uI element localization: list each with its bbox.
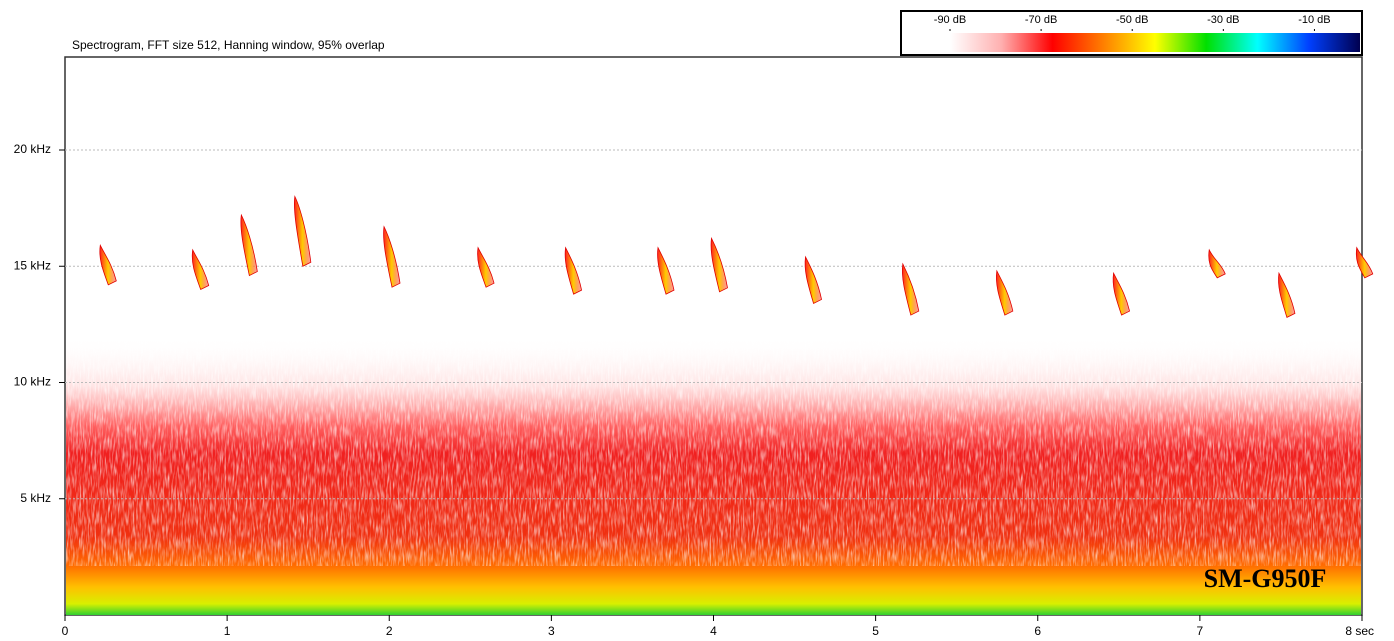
call	[191, 248, 210, 291]
x-tick-label: 7	[1197, 624, 1204, 638]
x-tick-label: 1	[224, 624, 231, 638]
x-tick-label: 2	[386, 624, 393, 638]
chart-title: Spectrogram, FFT size 512, Hanning windo…	[72, 38, 385, 52]
x-tick-label: 4	[710, 624, 717, 638]
colorbar-tick-label: -10 dB	[1298, 14, 1330, 26]
call	[657, 246, 675, 295]
y-tick-label: 10 kHz	[14, 375, 51, 389]
x-tick-label: 0	[62, 624, 69, 638]
x-tick-label: 5	[872, 624, 879, 638]
colorbar-tick-label: -70 dB	[1025, 14, 1057, 26]
y-tick-label: 20 kHz	[14, 142, 51, 156]
call	[1355, 246, 1374, 279]
call	[564, 246, 583, 295]
colorbar-tick-label: -90 dB	[934, 14, 966, 26]
call	[99, 244, 117, 286]
call	[294, 195, 312, 267]
call	[477, 246, 495, 288]
x-tick-label: 3	[548, 624, 555, 638]
y-tick-label: 15 kHz	[14, 258, 51, 272]
call	[901, 262, 920, 316]
call	[1112, 271, 1131, 316]
annotation: SM-G950F	[1204, 564, 1327, 593]
call	[996, 269, 1014, 316]
call	[240, 213, 258, 277]
noise-texture	[66, 336, 1361, 566]
x-tick-label: 6	[1034, 624, 1041, 638]
call	[383, 225, 401, 288]
y-tick-label: 5 kHz	[20, 491, 51, 505]
colorbar-tick-label: -50 dB	[1116, 14, 1148, 26]
x-tick-label: 8 sec	[1345, 624, 1374, 638]
colorbar	[950, 33, 1360, 52]
call	[710, 237, 728, 293]
call	[1278, 271, 1296, 318]
call	[804, 255, 822, 305]
call	[1208, 248, 1226, 279]
colorbar-tick-label: -30 dB	[1207, 14, 1239, 26]
